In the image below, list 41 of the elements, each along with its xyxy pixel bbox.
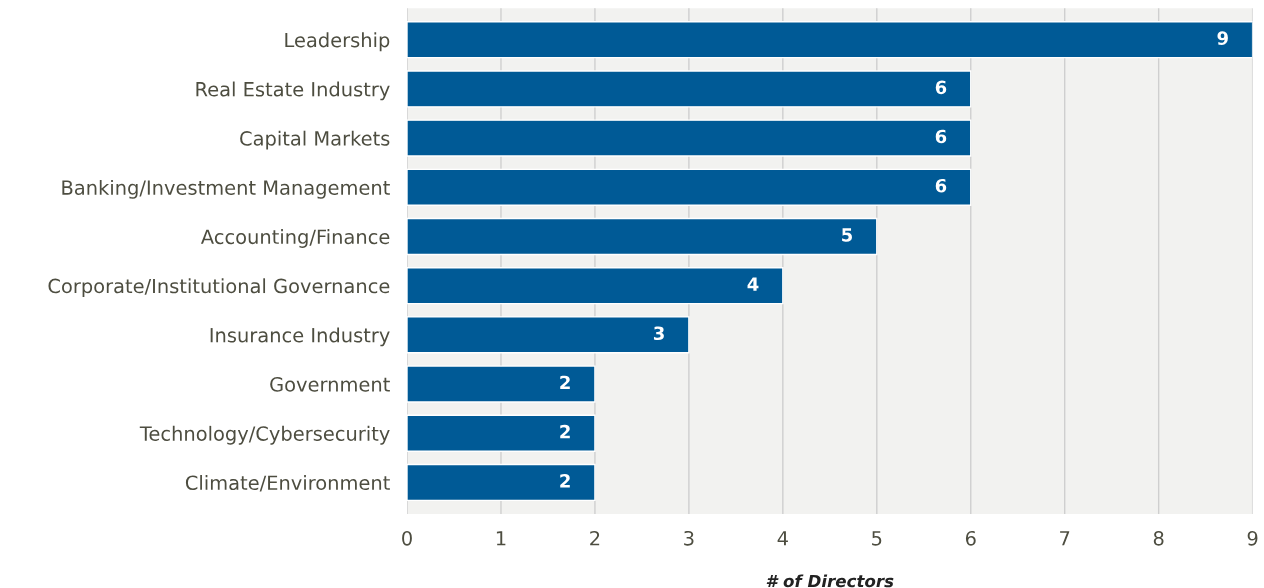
bar xyxy=(407,414,596,452)
y-tick-label: Leadership xyxy=(285,32,390,52)
bar xyxy=(407,217,878,256)
bar xyxy=(407,168,972,206)
y-tick-label: Real Estate Industry xyxy=(196,81,390,101)
y-tick-label: Capital Markets xyxy=(240,130,390,150)
data-label: 2 xyxy=(560,424,570,439)
data-label: 9 xyxy=(1217,31,1228,45)
x-tick-label: 4 xyxy=(777,531,788,546)
data-label: 5 xyxy=(842,228,852,242)
y-tick-label: Climate/Environment xyxy=(185,475,390,492)
x-tick-label: 3 xyxy=(684,530,694,546)
x-tick-label: 7 xyxy=(1060,531,1070,546)
x-tick-label: 6 xyxy=(965,530,976,546)
data-label: 6 xyxy=(935,129,947,144)
data-label: 4 xyxy=(747,277,759,291)
bar xyxy=(407,463,596,502)
x-tick-label: 1 xyxy=(496,531,506,546)
x-tick-label: 8 xyxy=(1153,530,1164,546)
bar xyxy=(407,21,1253,59)
y-tick-label: Government xyxy=(270,377,390,392)
y-tick-label: Corporate/Institutional Governance xyxy=(48,278,390,298)
y-tick-label: Banking/Investment Management xyxy=(62,179,390,199)
bar xyxy=(407,316,690,354)
x-tick-label: 0 xyxy=(402,530,412,546)
x-tick-label: 5 xyxy=(872,531,882,546)
data-label: 3 xyxy=(653,326,664,341)
bar xyxy=(407,267,784,305)
data-label: 6 xyxy=(935,80,947,95)
data-label: 6 xyxy=(935,178,947,193)
bar xyxy=(407,70,972,108)
y-tick-label: Insurance Industry xyxy=(210,327,390,347)
x-tick-label: 2 xyxy=(590,530,600,546)
y-tick-label: Accounting/Finance xyxy=(200,229,390,248)
x-tick-label: 9 xyxy=(1247,530,1258,546)
y-tick-label: Technology/Cybersecurity xyxy=(139,425,390,445)
bar xyxy=(407,119,972,157)
data-label: 2 xyxy=(560,474,570,488)
data-label: 2 xyxy=(560,375,570,390)
x-axis-title: # of Directors xyxy=(766,574,894,588)
bar xyxy=(407,365,596,403)
